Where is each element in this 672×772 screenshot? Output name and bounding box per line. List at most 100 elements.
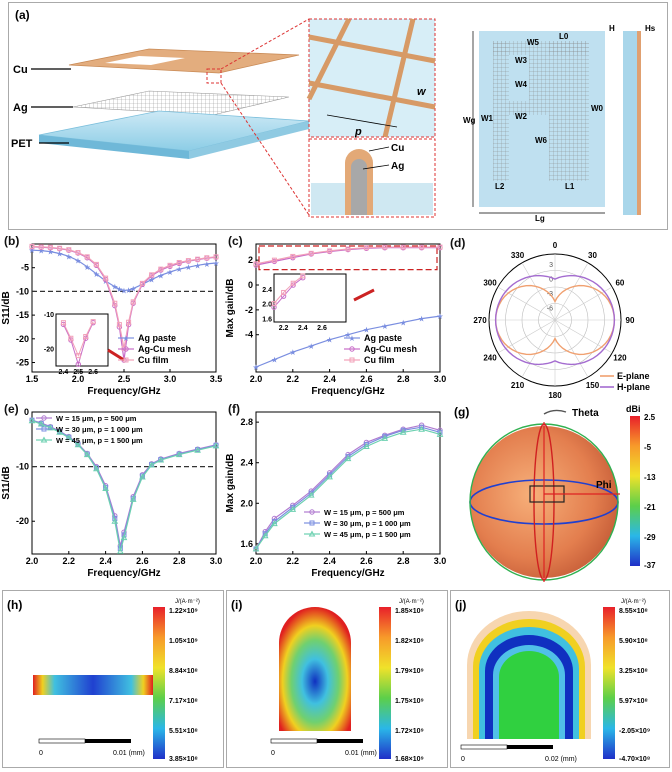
cu-layer	[68, 48, 300, 74]
legend-marker	[41, 415, 47, 421]
data-point	[261, 532, 269, 539]
legend-marker	[41, 426, 47, 432]
y-axis-label: S11/dB	[1, 466, 12, 499]
scale-bar-i	[317, 739, 363, 743]
polar-spoke	[521, 319, 556, 378]
current-density-strip	[33, 675, 153, 695]
polar-spoke	[521, 262, 556, 321]
dim-w6: W6	[535, 136, 548, 145]
data-point: ★	[130, 285, 137, 294]
y-tick-label: 0	[248, 280, 253, 290]
inset-point	[271, 304, 277, 310]
data-point	[399, 428, 407, 435]
x-tick-label: 2.2	[287, 556, 300, 566]
data-point: ★	[212, 259, 219, 268]
series-line	[31, 420, 217, 552]
data-point	[47, 244, 53, 250]
tick-h: 1.22×10⁹	[169, 608, 198, 615]
legend-label: H-plane	[617, 382, 650, 392]
tick-h: 5.51×10⁸	[169, 728, 198, 735]
data-point	[116, 547, 124, 554]
inset-x-tick: 2.6	[88, 369, 98, 376]
gain-unit: dBi	[626, 404, 641, 414]
data-point	[308, 250, 314, 256]
current-density-wire	[279, 607, 351, 731]
zoom-line-top	[220, 18, 310, 70]
inset-x-tick: 2.2	[279, 325, 289, 332]
radiation-3d-figure: (g) Theta Phi dBi 2.5 -5 -13 -21 -29 -37	[454, 404, 656, 582]
polar-spoke	[554, 262, 589, 321]
tick-i: 1.68×10⁹	[395, 756, 424, 763]
polar-angle-label: 270	[473, 316, 487, 325]
panel-e-label: (e)	[4, 402, 19, 416]
data-point	[157, 456, 165, 463]
panel-g: (g) Theta Phi dBi 2.5 -5 -13 -21 -29 -37	[450, 402, 672, 582]
data-point	[149, 272, 155, 278]
e-plane-curve	[494, 284, 616, 356]
data-point: ★	[363, 326, 370, 335]
y-tick-label: -15	[16, 310, 29, 320]
legend-marker	[309, 520, 315, 526]
data-point	[57, 245, 63, 251]
inset-pointer-arrow	[353, 288, 375, 302]
inset-series-line	[273, 275, 304, 304]
data-point: ★	[418, 315, 425, 324]
polar-spoke	[497, 286, 556, 321]
legend-label: W = 30 μm, p = 1 000 μm	[324, 519, 411, 528]
x-axis-label: Frequency/GHz	[87, 568, 160, 579]
inset-point	[90, 319, 96, 325]
data-point	[158, 266, 164, 272]
chart-d-polar: 030609012015018021024027030033030-3-6E-p…	[473, 241, 650, 400]
polar-angle-label: 240	[483, 354, 497, 363]
data-point	[139, 473, 146, 480]
data-point	[112, 300, 118, 306]
data-point	[103, 275, 109, 281]
scale-h-end: 0.01 (mm)	[113, 750, 145, 757]
y-axis-label: Max gain/dB	[225, 279, 236, 338]
inset-point	[281, 289, 287, 295]
data-point: ★	[93, 270, 100, 279]
legend-label: Ag paste	[364, 333, 402, 343]
legend-marker: ★	[348, 334, 355, 343]
data-point: ★	[308, 342, 315, 351]
data-point	[47, 424, 54, 431]
colorbar-j	[603, 607, 615, 759]
x-tick-label: 2.4	[99, 556, 112, 566]
tick-j: 5.97×10⁸	[619, 698, 648, 705]
tick-j: 8.55×10⁸	[619, 608, 648, 615]
series-2	[253, 244, 443, 267]
legend-marker	[349, 346, 355, 352]
data-point	[176, 259, 182, 265]
polar-spoke	[554, 319, 613, 354]
panel-j: (j) J/(A·m⁻²) 8.55×10⁸ 5.90×10⁸ 3.25×10⁸…	[450, 590, 670, 768]
data-point	[363, 245, 369, 251]
polar-angle-label: 90	[626, 316, 635, 325]
x-tick-label: 2.4	[323, 374, 336, 384]
phi-label: Phi	[596, 480, 612, 491]
data-point	[111, 517, 119, 524]
inset-y-tick: -10	[44, 312, 54, 319]
data-point	[307, 491, 315, 498]
x-tick-label: 2.8	[173, 556, 186, 566]
data-point	[194, 446, 201, 453]
tick-h: 7.17×10⁸	[169, 698, 198, 705]
data-point	[327, 248, 333, 254]
data-point	[271, 520, 278, 527]
tick-h: 8.84×10⁸	[169, 668, 198, 675]
data-point	[29, 243, 35, 249]
polar-angle-label: 330	[511, 251, 525, 260]
data-point: ★	[344, 331, 351, 340]
inset-point	[83, 334, 89, 340]
x-tick-label: 3.0	[164, 374, 177, 384]
data-point: ★	[166, 268, 173, 277]
polar-angle-label: 120	[613, 354, 627, 363]
dim-lg: Lg	[535, 214, 545, 223]
legend-label: Ag paste	[138, 333, 176, 343]
inset-frame	[273, 273, 347, 323]
data-point	[84, 254, 90, 260]
y-tick-label: 2.8	[240, 417, 253, 427]
polar-r-tick: -6	[547, 305, 553, 312]
data-point: ★	[381, 322, 388, 331]
y-tick-label: -2	[245, 305, 253, 315]
dim-w5: W5	[527, 38, 540, 47]
